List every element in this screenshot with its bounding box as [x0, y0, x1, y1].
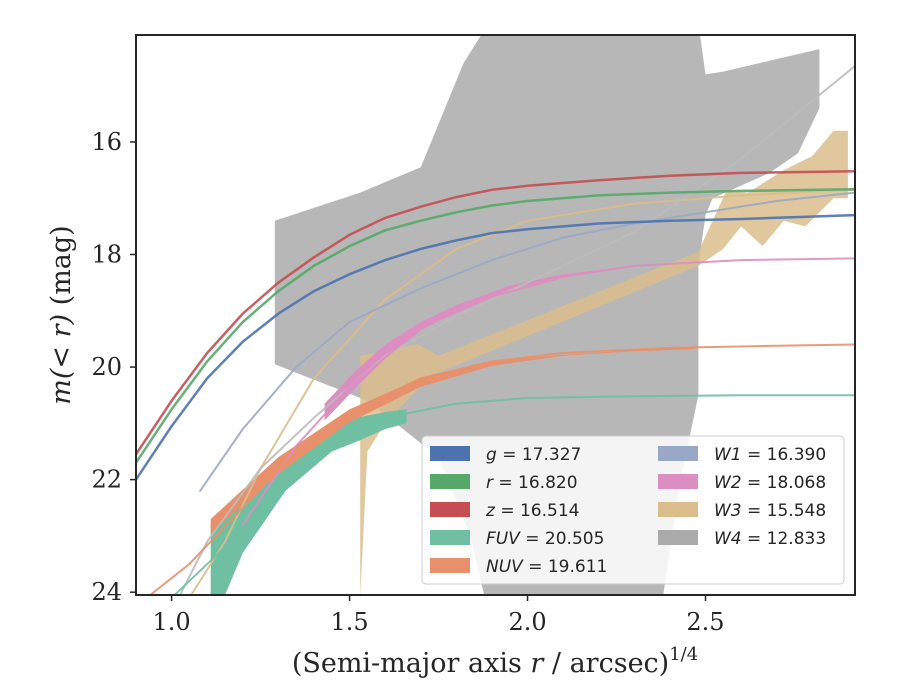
band-nuv: [210, 347, 695, 534]
legend-swatch-g: [430, 446, 470, 461]
legend-items: g = 17.327 r = 16.820 z = 16.514 FUV = 20.5…: [430, 445, 826, 577]
legend-swatch-w4: [658, 530, 698, 545]
legend-swatch-z: [430, 502, 470, 517]
legend-label-w4: W4 = 12.833: [714, 529, 826, 549]
legend-label-w1: W1 = 16.390: [714, 445, 826, 465]
legend-swatch-w2: [658, 474, 698, 489]
curve-w4: [178, 65, 855, 595]
x-tick-label: 2.5: [686, 608, 724, 636]
curve-w3: [189, 188, 855, 595]
legend-swatch-r: [430, 474, 470, 489]
legend-label-z: z = 16.514: [485, 501, 579, 521]
y-tick-label: 16: [91, 128, 122, 156]
curve-w1: [199, 191, 855, 492]
legend-label-w2: W2 = 18.068: [714, 473, 826, 493]
y-axis-label: m(< r) (mag): [46, 225, 77, 404]
y-tick-label: 22: [91, 466, 122, 494]
band-w3: [360, 130, 848, 595]
x-axis-label: (Semi-major axis r / arcsec)1/4: [292, 644, 698, 679]
x-tick-label: 1.5: [330, 608, 368, 636]
legend: g = 17.327 r = 16.820 z = 16.514 FUV = 20.5…: [421, 435, 845, 585]
legend-swatch-w3: [658, 502, 698, 517]
ticks-layer: 1.0 1.5 2.0 2.5 16 18 20 22 24: [91, 128, 724, 636]
curve-g: [136, 213, 855, 481]
legend-swatch-w1: [658, 446, 698, 461]
legend-label-nuv: NUV = 19.611: [486, 557, 607, 577]
legend-swatch-fuv: [430, 530, 470, 545]
legend-label-g: g = 17.327: [486, 445, 581, 465]
legend-label-w3: W3 = 15.548: [714, 501, 826, 521]
y-tick-label: 24: [91, 578, 122, 606]
curve-fuv: [173, 394, 855, 595]
x-tick-label: 1.0: [153, 608, 191, 636]
legend-box: [421, 435, 845, 585]
legend-label-r: r = 16.820: [486, 473, 578, 493]
band-w2: [324, 265, 635, 421]
plot-frame: [135, 34, 856, 596]
band-fuv: [210, 409, 407, 595]
curve-nuv: [149, 343, 855, 595]
y-tick-label: 20: [91, 353, 122, 381]
x-tick-label: 2.0: [508, 608, 546, 636]
curve-z: [136, 169, 855, 456]
curve-w2: [241, 257, 855, 526]
curve-r: [136, 187, 855, 464]
y-tick-label: 18: [91, 240, 122, 268]
legend-label-fuv: FUV = 20.505: [486, 529, 604, 549]
legend-swatch-nuv: [430, 558, 470, 573]
